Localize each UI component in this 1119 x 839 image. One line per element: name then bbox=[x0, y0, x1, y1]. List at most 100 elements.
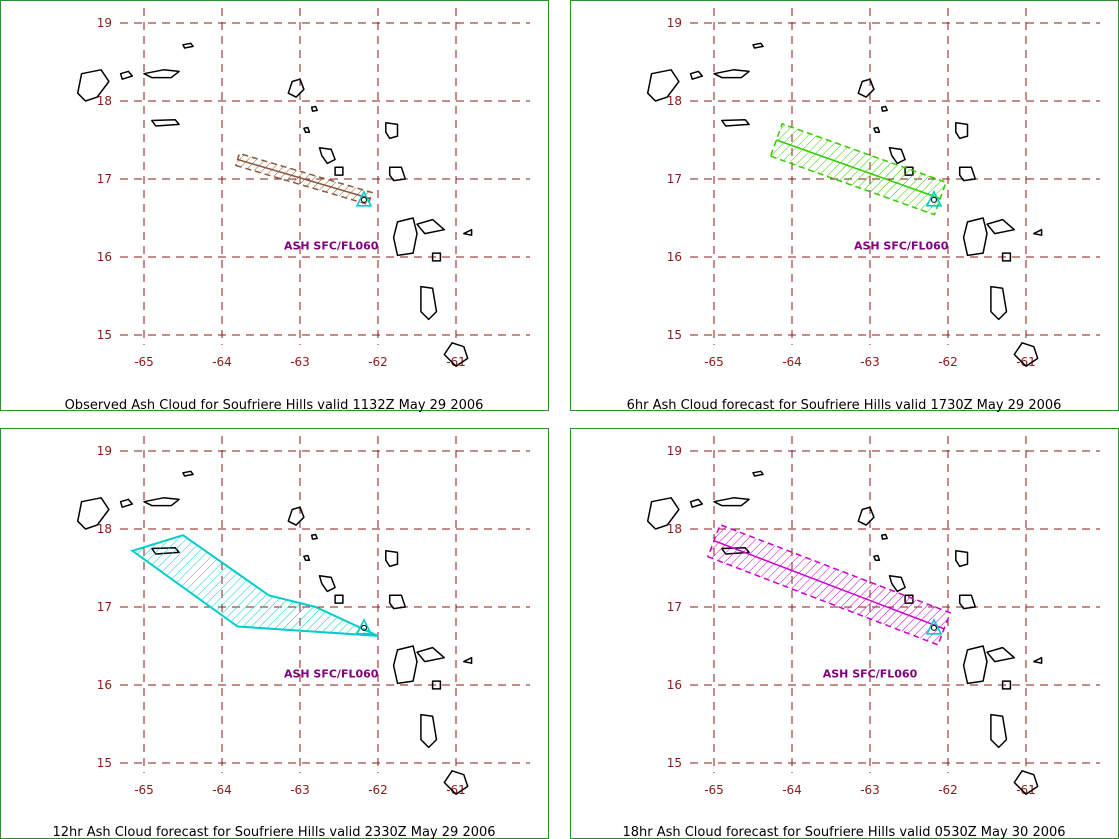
island-outline bbox=[713, 69, 750, 79]
island-outline bbox=[392, 217, 418, 257]
island-outline bbox=[962, 217, 988, 257]
island-outline bbox=[385, 550, 399, 568]
island-outline bbox=[431, 252, 442, 262]
lon-tick-label: -61 bbox=[1016, 355, 1036, 369]
island-outline bbox=[857, 506, 875, 526]
island-outline bbox=[990, 285, 1008, 321]
panel-frame bbox=[0, 0, 549, 411]
island-outline bbox=[1001, 252, 1012, 262]
island-outline bbox=[443, 770, 469, 795]
lat-tick-label: 16 bbox=[97, 250, 112, 264]
lat-tick-label: 16 bbox=[97, 678, 112, 692]
island-outline bbox=[76, 497, 110, 530]
coastlines bbox=[76, 470, 473, 795]
island-outline bbox=[646, 69, 680, 102]
island-outline bbox=[857, 78, 875, 98]
island-outline bbox=[303, 554, 311, 561]
lat-tick-label: 17 bbox=[667, 600, 682, 614]
lon-tick-label: -62 bbox=[938, 783, 958, 797]
volcano-island bbox=[360, 196, 367, 203]
lat-tick-label: 18 bbox=[667, 94, 682, 108]
lat-tick-label: 15 bbox=[667, 756, 682, 770]
volcano-island bbox=[360, 624, 367, 631]
ash-level-label: ASH SFC/FL060 bbox=[854, 239, 949, 252]
lon-tick-label: -61 bbox=[446, 355, 466, 369]
ash-cloud-axis bbox=[237, 158, 371, 200]
island-outline bbox=[880, 533, 888, 540]
ash-cloud-axis bbox=[776, 139, 941, 200]
ash-cloud-area bbox=[130, 534, 379, 637]
lon-tick-label: -62 bbox=[368, 355, 388, 369]
island-outline bbox=[958, 166, 977, 182]
lat-lon-grid bbox=[120, 436, 530, 773]
tick-labels: 19 18 17 16 15 -65 -64 -63 -62 -61 bbox=[667, 444, 1036, 797]
island-outline bbox=[752, 42, 764, 49]
island-outline bbox=[1001, 680, 1012, 690]
island-outline bbox=[646, 497, 680, 530]
island-outline bbox=[420, 713, 438, 749]
lat-tick-label: 19 bbox=[97, 16, 112, 30]
island-outline bbox=[119, 70, 134, 80]
island-outline bbox=[318, 575, 336, 593]
lon-tick-label: -65 bbox=[134, 783, 154, 797]
lat-tick-label: 16 bbox=[667, 678, 682, 692]
lat-tick-label: 15 bbox=[97, 756, 112, 770]
coastlines bbox=[646, 42, 1043, 367]
island-outline bbox=[880, 105, 888, 112]
island-outline bbox=[463, 228, 473, 236]
lon-tick-label: -62 bbox=[938, 355, 958, 369]
island-outline bbox=[463, 656, 473, 664]
tick-labels: 19 18 17 16 15 -65 -64 -63 -62 -61 bbox=[97, 444, 466, 797]
island-outline bbox=[143, 69, 180, 79]
island-outline bbox=[962, 645, 988, 685]
lon-tick-label: -63 bbox=[290, 783, 310, 797]
island-outline bbox=[287, 506, 305, 526]
island-outline bbox=[385, 122, 399, 140]
panel-caption: 18hr Ash Cloud forecast for Soufriere Hi… bbox=[622, 825, 1065, 839]
panel-caption: Observed Ash Cloud for Soufriere Hills v… bbox=[65, 398, 484, 413]
lat-tick-label: 19 bbox=[667, 16, 682, 30]
lat-tick-label: 17 bbox=[667, 172, 682, 186]
island-outline bbox=[752, 470, 764, 477]
lat-tick-label: 19 bbox=[667, 444, 682, 458]
panel-caption: 6hr Ash Cloud forecast for Soufriere Hil… bbox=[627, 398, 1062, 413]
lon-tick-label: -62 bbox=[368, 783, 388, 797]
lat-lon-grid bbox=[690, 436, 1100, 773]
volcano-marker bbox=[355, 190, 373, 207]
ash-cloud-18hr bbox=[706, 523, 952, 646]
volcano-marker bbox=[355, 618, 373, 635]
island-outline bbox=[1033, 228, 1043, 236]
lon-tick-label: -63 bbox=[860, 355, 880, 369]
island-outline bbox=[334, 166, 344, 176]
island-outline bbox=[318, 147, 336, 165]
island-outline bbox=[388, 166, 407, 182]
lat-tick-label: 18 bbox=[667, 522, 682, 536]
island-outline bbox=[1033, 656, 1043, 664]
volcano-island bbox=[930, 196, 937, 203]
volcano-marker bbox=[925, 618, 943, 635]
island-outline bbox=[334, 594, 344, 604]
island-outline bbox=[873, 554, 881, 561]
coastlines bbox=[646, 470, 1043, 795]
volcano-triangle bbox=[925, 618, 943, 635]
lat-lon-grid bbox=[690, 8, 1100, 345]
lat-lon-grid bbox=[120, 8, 530, 345]
island-outline bbox=[443, 342, 469, 367]
lon-tick-label: -64 bbox=[212, 355, 232, 369]
lon-tick-label: -65 bbox=[704, 783, 724, 797]
panel-caption: 12hr Ash Cloud forecast for Soufriere Hi… bbox=[52, 825, 495, 839]
lon-tick-label: -65 bbox=[704, 355, 724, 369]
island-outline bbox=[287, 78, 305, 98]
lat-tick-label: 15 bbox=[97, 328, 112, 342]
island-outline bbox=[416, 218, 446, 235]
ash-cloud-observed bbox=[234, 152, 373, 206]
lon-tick-label: -64 bbox=[212, 783, 232, 797]
lat-tick-label: 18 bbox=[97, 94, 112, 108]
panel-frame bbox=[0, 428, 549, 839]
ash-cloud-12hr bbox=[130, 534, 379, 637]
island-outline bbox=[888, 575, 906, 593]
